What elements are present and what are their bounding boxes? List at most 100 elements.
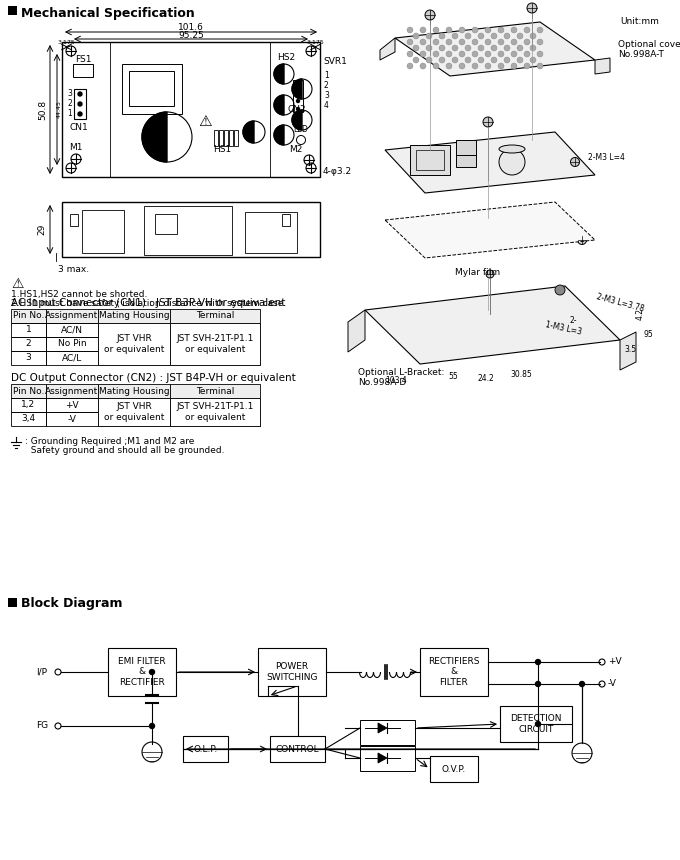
Text: +V: +V	[608, 658, 622, 666]
Circle shape	[459, 27, 465, 33]
Circle shape	[296, 108, 299, 110]
Circle shape	[511, 63, 517, 69]
Text: 2: 2	[26, 340, 31, 348]
Bar	[82, 210, 124, 253]
Bar	[98, 412, 170, 426]
Circle shape	[577, 236, 586, 244]
Text: RECTIFIERS
&
FILTER: RECTIFIERS & FILTER	[428, 657, 480, 687]
Polygon shape	[378, 723, 387, 733]
Circle shape	[433, 63, 439, 69]
Bar	[11, 412, 46, 426]
Text: Pin No.: Pin No.	[13, 386, 44, 396]
Bar	[46, 337, 98, 351]
Text: Optional cover:
No.998A-T: Optional cover: No.998A-T	[618, 40, 680, 59]
Circle shape	[407, 39, 413, 45]
Text: 2.HS1 must have safety isolation distance with system case.: 2.HS1 must have safety isolation distanc…	[11, 299, 286, 308]
Circle shape	[78, 92, 82, 96]
Text: HS1: HS1	[213, 145, 231, 155]
Circle shape	[485, 51, 491, 57]
Text: -V: -V	[67, 415, 76, 423]
Text: JST VHR
or equivalent: JST VHR or equivalent	[104, 335, 164, 353]
Bar	[224, 130, 228, 146]
Bar	[170, 309, 260, 323]
Text: 2-M3 L=4: 2-M3 L=4	[588, 153, 625, 163]
Bar	[8, 598, 17, 607]
Text: LED: LED	[293, 126, 308, 134]
Polygon shape	[274, 64, 284, 84]
Bar	[416, 150, 444, 170]
Circle shape	[537, 51, 543, 57]
Circle shape	[446, 27, 452, 33]
Circle shape	[537, 63, 543, 69]
Circle shape	[517, 57, 523, 63]
Bar	[122, 64, 182, 114]
Bar	[170, 351, 260, 365]
Circle shape	[446, 63, 452, 69]
Text: ⚠: ⚠	[11, 277, 24, 291]
Circle shape	[485, 63, 491, 69]
Text: AC Input Connector (CN1) : JST B3P-VH or equivalent: AC Input Connector (CN1) : JST B3P-VH or…	[11, 298, 286, 308]
Circle shape	[537, 39, 543, 45]
Circle shape	[459, 51, 465, 57]
Circle shape	[472, 27, 478, 33]
Polygon shape	[595, 58, 610, 74]
Circle shape	[511, 51, 517, 57]
Circle shape	[433, 27, 439, 33]
Bar	[170, 398, 260, 426]
Bar	[108, 648, 176, 696]
Circle shape	[446, 39, 452, 45]
Text: 1: 1	[26, 325, 31, 335]
Text: FG: FG	[36, 722, 48, 730]
Text: CN1: CN1	[70, 122, 89, 132]
Circle shape	[524, 51, 530, 57]
Text: JST SVH-21T-P1.1
or equivalent: JST SVH-21T-P1.1 or equivalent	[176, 335, 254, 353]
Text: 3.5: 3.5	[624, 345, 636, 354]
Text: 2: 2	[67, 100, 72, 108]
Circle shape	[478, 33, 484, 39]
Bar	[11, 351, 46, 365]
Bar	[11, 398, 46, 412]
Circle shape	[420, 27, 426, 33]
Bar	[270, 736, 325, 762]
Bar	[170, 323, 260, 365]
Text: Optional L-Bracket:
No.998A-D: Optional L-Bracket: No.998A-D	[358, 368, 444, 387]
Circle shape	[504, 57, 510, 63]
Text: Assignment: Assignment	[46, 311, 99, 321]
Polygon shape	[292, 110, 302, 130]
Bar	[129, 71, 174, 106]
Bar	[420, 648, 488, 696]
Text: M2: M2	[289, 145, 303, 155]
Text: No Pin: No Pin	[58, 340, 86, 348]
Polygon shape	[365, 286, 620, 364]
Circle shape	[485, 39, 491, 45]
Text: 1: 1	[324, 71, 328, 79]
Text: 50.8: 50.8	[39, 100, 48, 120]
Circle shape	[296, 83, 299, 87]
Bar	[62, 202, 320, 257]
Text: 4.2: 4.2	[636, 308, 645, 320]
Bar	[98, 398, 170, 426]
Circle shape	[472, 39, 478, 45]
Bar	[11, 309, 46, 323]
Text: SVR1: SVR1	[323, 58, 347, 66]
Circle shape	[413, 33, 419, 39]
Circle shape	[426, 33, 432, 39]
Polygon shape	[380, 38, 395, 60]
Circle shape	[420, 39, 426, 45]
Bar	[234, 130, 238, 146]
Circle shape	[296, 91, 299, 95]
Text: 3 max.: 3 max.	[58, 265, 89, 274]
Text: DC Output Connector (CN2) : JST B4P-VH or equivalent: DC Output Connector (CN2) : JST B4P-VH o…	[11, 373, 296, 383]
Circle shape	[459, 63, 465, 69]
Text: 4: 4	[324, 101, 329, 109]
Circle shape	[465, 33, 471, 39]
Bar	[46, 398, 98, 412]
Bar	[360, 720, 415, 745]
Bar	[98, 309, 170, 323]
Circle shape	[491, 33, 497, 39]
Text: FS1: FS1	[75, 54, 92, 64]
Bar	[170, 323, 260, 337]
Bar	[360, 746, 415, 771]
Circle shape	[498, 27, 504, 33]
Polygon shape	[385, 132, 595, 193]
